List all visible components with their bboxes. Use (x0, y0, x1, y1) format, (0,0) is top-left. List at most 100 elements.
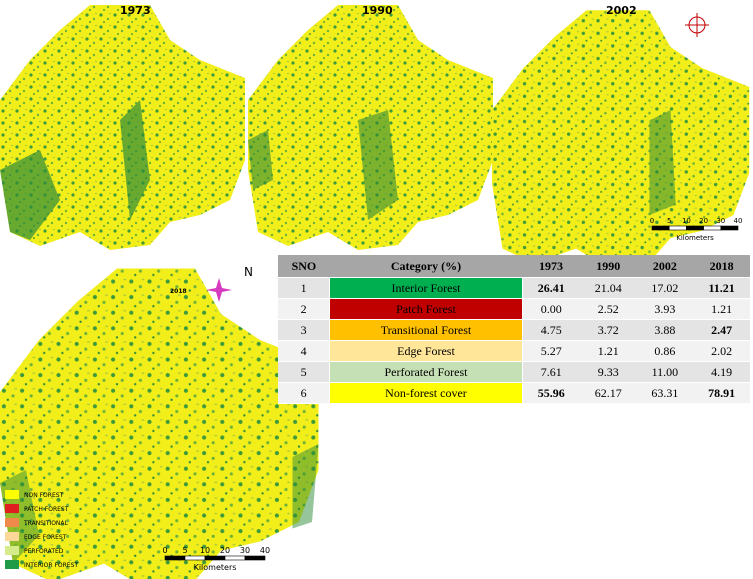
table-cell: 2.47 (693, 319, 750, 341)
table-cell: 3 (278, 319, 330, 341)
scale-tick-label: 20 (220, 546, 230, 555)
compass-top (685, 13, 709, 37)
table-row: 1 Interior Forest 26.41 21.04 17.02 11.21 (278, 277, 750, 299)
legend-swatch (5, 560, 19, 569)
scale-tick-label: 10 (682, 217, 691, 225)
scale-segment (224, 555, 246, 561)
scale-segment (720, 225, 739, 231)
legend-label: PATCH FOREST (24, 506, 69, 513)
table-cell: 2.02 (693, 340, 750, 362)
legend: NON FOREST PATCH FOREST TRANSITIONAL EDGE F… (5, 490, 78, 569)
map-2002 (492, 10, 750, 268)
header-cell: SNO (278, 255, 330, 278)
table-cell: 2 (278, 298, 330, 320)
header-cell: 2002 (636, 255, 694, 278)
map-1973 (0, 5, 245, 250)
table-cell: 21.04 (579, 277, 637, 299)
table-row: 6 Non-forest cover 55.96 62.17 63.31 78.91 (278, 382, 750, 404)
table-cell: Transitional Forest (329, 319, 523, 341)
scale-tick-label: 10 (200, 546, 210, 555)
table-cell: Patch Forest (329, 298, 523, 320)
table-cell: Interior Forest (329, 277, 523, 299)
scale-tick-label: 30 (716, 217, 725, 225)
scale-tick-label: 0 (650, 217, 654, 225)
table-cell: 3.88 (636, 319, 694, 341)
table-row: 5 Perforated Forest 7.61 9.33 11.00 4.19 (278, 361, 750, 383)
scale-segment (686, 225, 704, 231)
map-year: 2018 (170, 288, 187, 295)
scale-tick-label: 40 (260, 546, 270, 555)
table-cell: 4.19 (693, 361, 750, 383)
scale-segment (164, 555, 186, 561)
table-cell: 2.52 (579, 298, 637, 320)
table-row: 3 Transitional Forest 4.75 3.72 3.88 2.47 (278, 319, 750, 341)
table-cell: 11.00 (636, 361, 694, 383)
table-cell: 7.61 (522, 361, 580, 383)
table-cell: 1.21 (693, 298, 750, 320)
table-cell: 1.21 (579, 340, 637, 362)
table-cell: 55.96 (522, 382, 580, 404)
table-cell: 5.27 (522, 340, 580, 362)
legend-label: INTERIOR FOREST (24, 562, 78, 569)
header-cell: 2018 (693, 255, 750, 278)
table-cell: Perforated Forest (329, 361, 523, 383)
header-cell: 1990 (579, 255, 637, 278)
scale-unit: Kilometers (676, 234, 714, 242)
legend-label: NON FOREST (24, 492, 64, 499)
table-row: 2 Patch Forest 0.00 2.52 3.93 1.21 (278, 298, 750, 320)
table-cell: 62.17 (579, 382, 637, 404)
map-year: 1990 (362, 4, 393, 17)
header-row: SNO Category (%) 1973 1990 2002 2018 (278, 255, 750, 278)
compass-2018 (206, 278, 232, 302)
table-cell: 63.31 (636, 382, 694, 404)
table-cell: 3.93 (636, 298, 694, 320)
scale-segment (244, 555, 266, 561)
legend-swatch (5, 546, 19, 555)
table-cell: 0.86 (636, 340, 694, 362)
legend-swatch (5, 518, 19, 527)
map-1990 (248, 5, 493, 250)
legend-swatch (5, 490, 19, 499)
scale-tick-label: 20 (699, 217, 708, 225)
table-cell: 17.02 (636, 277, 694, 299)
scale-tick-label: 5 (667, 217, 671, 225)
legend-label: TRANSITIONAL (23, 520, 69, 527)
table-cell: 78.91 (693, 382, 750, 404)
legend-label: PERFORATED (24, 548, 64, 555)
legend-label: EDGE FOREST (24, 534, 67, 541)
map-2018 (0, 268, 319, 579)
table-cell: 4.75 (522, 319, 580, 341)
table-cell: 5 (278, 361, 330, 383)
scale-tick-label: 40 (734, 217, 743, 225)
header-cell: 1973 (522, 255, 580, 278)
scale-bar: 0 5 10 20 30 40 Kilometers (162, 546, 270, 572)
header-cell: Category (%) (329, 255, 523, 278)
table-row: 4 Edge Forest 5.27 1.21 0.86 2.02 (278, 340, 750, 362)
table-cell: 3.72 (579, 319, 637, 341)
table-cell: Non-forest cover (329, 382, 523, 404)
table-cell: 9.33 (579, 361, 637, 383)
scale-tick-label: 5 (182, 546, 187, 555)
table-cell: 0.00 (522, 298, 580, 320)
scale-segment (651, 225, 670, 231)
legend-swatch (5, 504, 19, 513)
scale-segment (668, 225, 687, 231)
table-cell: 4 (278, 340, 330, 362)
table-cell: 26.41 (522, 277, 580, 299)
scale-tick-label: 30 (240, 546, 250, 555)
scale-bar: 0 5 10 20 30 40 Kilometers (650, 217, 743, 242)
scale-segment (703, 225, 722, 231)
table-cell: 1 (278, 277, 330, 299)
map-year: 2002 (606, 4, 637, 17)
scale-unit: Kilometers (194, 563, 237, 572)
map-year: 1973 (120, 4, 151, 17)
north-label: N (244, 265, 253, 279)
data-table: SNO Category (%) 1973 1990 2002 2018 1 Interior… (278, 255, 750, 404)
scale-segment (184, 555, 206, 561)
scale-tick-label: 0 (162, 546, 167, 555)
legend-swatch (5, 532, 19, 541)
table-cell: 6 (278, 382, 330, 404)
table-cell: 11.21 (693, 277, 750, 299)
